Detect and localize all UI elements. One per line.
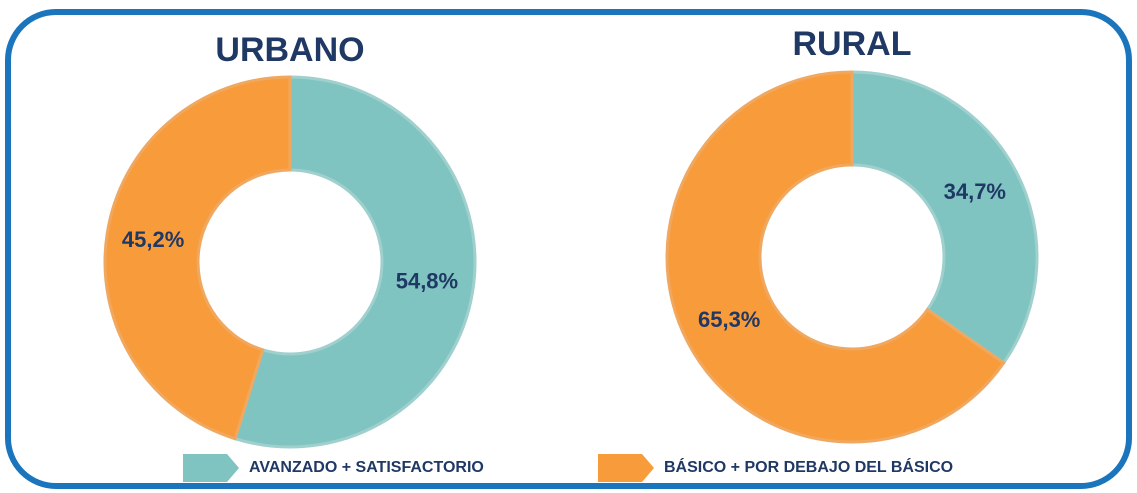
donut-slice: [665, 70, 1006, 444]
legend-swatch: [598, 454, 654, 482]
legend-label: AVANZADO + SATISFACTORIO: [249, 459, 484, 476]
chart-title: RURAL: [793, 25, 912, 63]
chart-title: URBANO: [215, 31, 364, 69]
frame: [5, 9, 1132, 489]
legend-label: BÁSICO + POR DEBAJO DEL BÁSICO: [664, 457, 953, 476]
donut-slice: [233, 75, 477, 449]
donut-slice: [103, 75, 292, 441]
data-label: 65,3%: [698, 307, 760, 332]
data-label: 45,2%: [122, 227, 184, 252]
data-label: 54,8%: [396, 269, 458, 294]
legend-swatch: [183, 454, 239, 482]
data-label: 34,7%: [944, 179, 1006, 204]
donut-slice: [850, 70, 1039, 365]
